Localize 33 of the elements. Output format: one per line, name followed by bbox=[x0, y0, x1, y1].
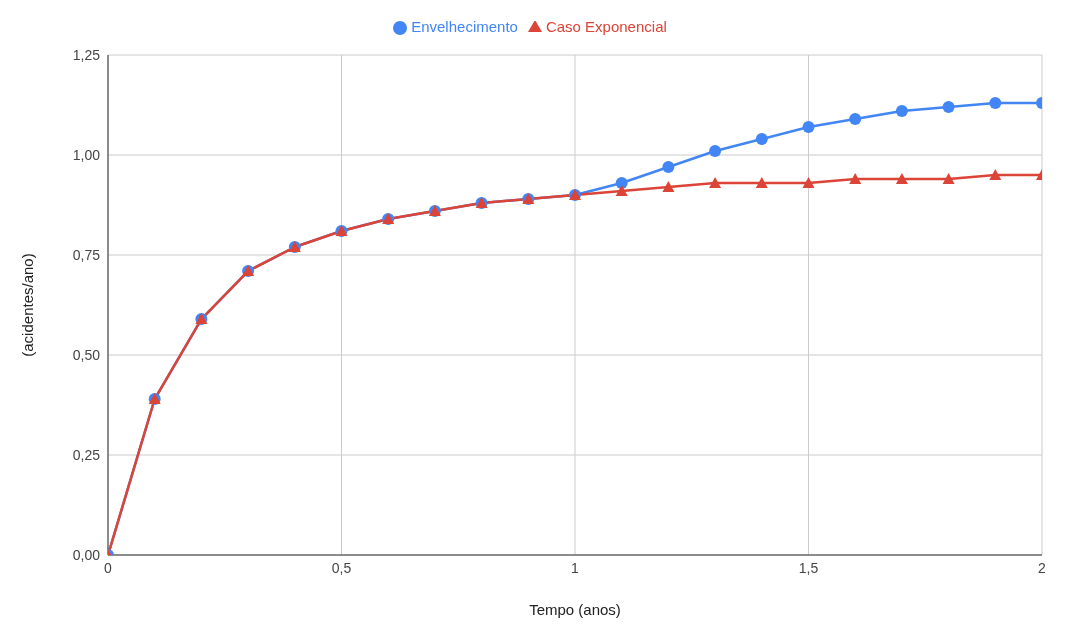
point bbox=[895, 105, 908, 118]
x-tick-label: 1 bbox=[571, 559, 580, 576]
legend-label: Caso Exponencial bbox=[545, 18, 667, 35]
point bbox=[662, 181, 675, 193]
point bbox=[755, 177, 768, 189]
point bbox=[802, 177, 815, 189]
legend-label: Envelhecimento bbox=[411, 18, 518, 35]
point bbox=[989, 169, 1002, 181]
y-tick-label: 0,75 bbox=[72, 246, 101, 263]
y-tick-label: 1,00 bbox=[72, 146, 101, 163]
point bbox=[942, 173, 955, 185]
point bbox=[662, 161, 675, 174]
y-tick-label: 1,25 bbox=[72, 47, 101, 63]
point bbox=[895, 173, 908, 185]
point bbox=[989, 97, 1002, 110]
point bbox=[615, 177, 628, 190]
x-tick-label: 2 bbox=[1038, 559, 1047, 576]
point bbox=[802, 121, 815, 134]
x-tick-label: 0 bbox=[104, 559, 113, 576]
point bbox=[755, 133, 768, 146]
y-tick-label: 0,25 bbox=[72, 446, 101, 463]
point bbox=[709, 145, 722, 158]
y-tick-label: 0,00 bbox=[72, 546, 101, 563]
point bbox=[849, 173, 862, 185]
x-tick-label: 0,5 bbox=[331, 559, 352, 576]
point bbox=[709, 177, 722, 189]
y-tick-label: 0,50 bbox=[72, 346, 101, 363]
point bbox=[849, 113, 862, 126]
x-tick-label: 1,5 bbox=[798, 559, 819, 576]
point bbox=[615, 185, 628, 197]
y-axis-title: (acidentes/ano) bbox=[19, 253, 37, 357]
point bbox=[942, 101, 955, 114]
x-axis-title: Tempo (anos) bbox=[529, 601, 621, 618]
